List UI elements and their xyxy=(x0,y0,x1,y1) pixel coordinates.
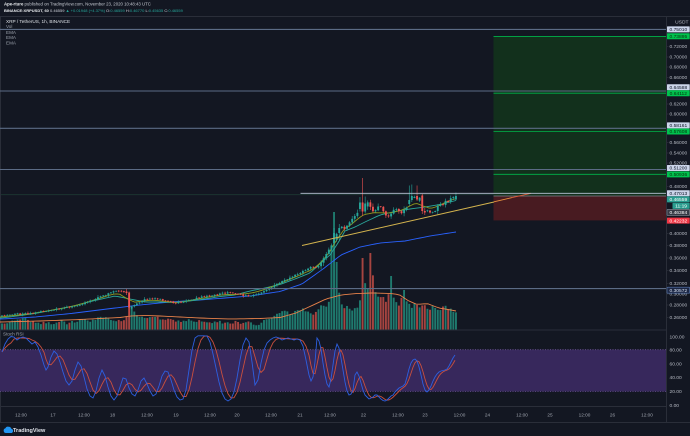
svg-text:0.68000: 0.68000 xyxy=(670,65,688,71)
svg-text:12:00: 12:00 xyxy=(454,412,466,417)
svg-text:0.62000: 0.62000 xyxy=(670,102,688,108)
svg-text:0.47013: 0.47013 xyxy=(670,191,688,197)
svg-text:0.26000: 0.26000 xyxy=(670,315,688,321)
svg-text:0.75010: 0.75010 xyxy=(670,27,688,33)
svg-text:12:00: 12:00 xyxy=(324,412,336,417)
svg-text:12:00: 12:00 xyxy=(141,412,153,417)
svg-text:24: 24 xyxy=(485,412,491,417)
svg-text:0.30572: 0.30572 xyxy=(670,288,688,294)
svg-text:0.72000: 0.72000 xyxy=(670,44,688,50)
svg-text:0.36000: 0.36000 xyxy=(670,256,688,262)
svg-text:12:00: 12:00 xyxy=(204,412,216,417)
svg-text:0.70000: 0.70000 xyxy=(670,55,688,61)
svg-text:0.60000: 0.60000 xyxy=(670,112,688,118)
svg-text:0.64588: 0.64588 xyxy=(670,85,688,91)
svg-text:22: 22 xyxy=(361,412,367,417)
svg-text:0.34000: 0.34000 xyxy=(670,268,688,274)
svg-text:26: 26 xyxy=(610,412,616,417)
svg-text:12:00: 12:00 xyxy=(265,412,277,417)
svg-text:23: 23 xyxy=(422,412,428,417)
svg-text:12:00: 12:00 xyxy=(579,412,591,417)
svg-text:EMA: EMA xyxy=(6,40,17,45)
svg-text:EMA: EMA xyxy=(6,30,17,35)
svg-text:25: 25 xyxy=(547,412,553,417)
svg-text:11:19: 11:19 xyxy=(675,204,687,210)
svg-text:Ape-rture published on Trading: Ape-rture published on TradingView.com, … xyxy=(4,1,151,6)
svg-text:TradingView: TradingView xyxy=(13,428,46,434)
svg-text:0.58161: 0.58161 xyxy=(670,123,688,129)
svg-text:BINANCE:XRPUSDT, 60 0.46559 ▲: BINANCE:XRPUSDT, 60 0.46559 ▲ +0.01948 (… xyxy=(4,8,184,13)
svg-text:0.40000: 0.40000 xyxy=(670,231,688,237)
svg-text:0.56000: 0.56000 xyxy=(670,140,688,146)
svg-text:20.00: 20.00 xyxy=(670,389,683,395)
svg-text:0.66000: 0.66000 xyxy=(670,75,688,81)
svg-text:12:00: 12:00 xyxy=(78,412,90,417)
svg-text:0.73895: 0.73895 xyxy=(670,34,688,40)
svg-text:0.52000: 0.52000 xyxy=(670,161,688,167)
svg-text:Stoch RSI: Stoch RSI xyxy=(3,332,24,337)
svg-text:100.00: 100.00 xyxy=(670,334,685,340)
svg-text:0.32000: 0.32000 xyxy=(670,281,688,287)
svg-text:60.00: 60.00 xyxy=(670,362,683,368)
svg-text:0.00: 0.00 xyxy=(670,403,680,409)
svg-text:12:00: 12:00 xyxy=(15,412,27,417)
svg-text:80.00: 80.00 xyxy=(670,348,683,354)
svg-text:0.46384: 0.46384 xyxy=(670,210,688,216)
svg-text:0.64112: 0.64112 xyxy=(670,91,688,97)
svg-text:19: 19 xyxy=(173,412,179,417)
svg-text:21: 21 xyxy=(297,412,303,417)
svg-text:0.54000: 0.54000 xyxy=(670,151,688,157)
svg-text:XRP / TetherUS, 1h, BINANCE: XRP / TetherUS, 1h, BINANCE xyxy=(6,19,70,24)
svg-text:0.57608: 0.57608 xyxy=(670,129,688,135)
svg-text:Vol: Vol xyxy=(6,24,12,29)
svg-text:0.42232: 0.42232 xyxy=(670,218,688,224)
svg-text:12:00: 12:00 xyxy=(516,412,528,417)
svg-text:17: 17 xyxy=(50,412,56,417)
svg-text:0.38000: 0.38000 xyxy=(670,243,688,249)
svg-text:18: 18 xyxy=(110,412,116,417)
svg-text:0.50936: 0.50936 xyxy=(670,172,688,178)
svg-text:0.28000: 0.28000 xyxy=(670,303,688,309)
svg-text:0.30000: 0.30000 xyxy=(670,292,688,298)
svg-text:EMA: EMA xyxy=(6,35,17,40)
svg-text:20: 20 xyxy=(234,412,240,417)
svg-text:40.00: 40.00 xyxy=(670,375,683,381)
svg-text:0.48000: 0.48000 xyxy=(670,184,688,190)
svg-text:0.46559: 0.46559 xyxy=(670,197,688,203)
svg-text:12:00: 12:00 xyxy=(641,412,653,417)
svg-text:0.51200: 0.51200 xyxy=(670,166,688,172)
svg-text:12:00: 12:00 xyxy=(392,412,404,417)
svg-text:USDT: USDT xyxy=(675,20,688,26)
